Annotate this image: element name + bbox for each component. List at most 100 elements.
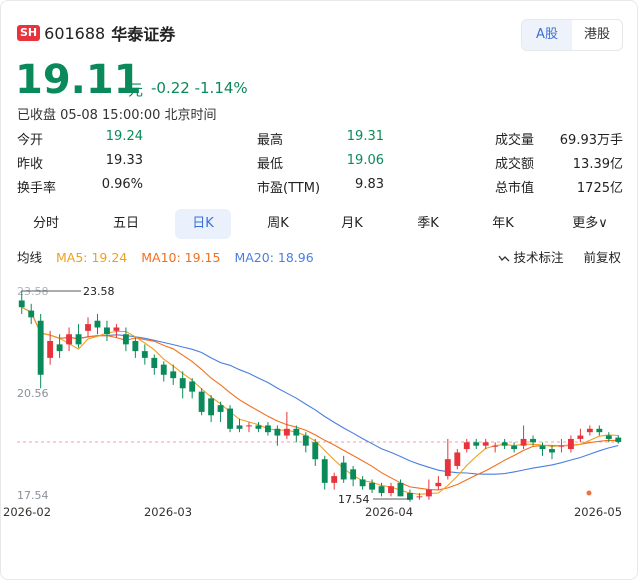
stat-label-open: 今开 [17, 133, 44, 148]
candle-body [283, 428, 290, 436]
stat-value-prev-close: 19.33 [105, 153, 143, 168]
stat-value-turnover: 13.39亿 [572, 157, 623, 172]
candle-body [264, 425, 271, 433]
kline-chart[interactable]: 23.58 20.56 17.54 23.58 17.54 2026-02 2026-03 2… [1, 263, 637, 529]
tab-hk-share[interactable]: 港股 [583, 27, 610, 42]
candle-body [331, 476, 338, 483]
y-tick-label: 23.58 [17, 285, 49, 298]
tab-five-day[interactable]: 五日 [112, 216, 139, 231]
ma5-line [21, 306, 619, 495]
period-tabs: 分时 五日 日K 周K 月K 季K 年K 更多∨ [17, 209, 623, 239]
candle-body [340, 462, 347, 480]
candle-body [302, 435, 309, 446]
candle-body [425, 489, 432, 497]
market-switch: A股 港股 [521, 19, 623, 51]
candle-body [511, 445, 518, 450]
adjust-toggle[interactable]: 前复权 [583, 250, 621, 265]
candle-body [189, 381, 196, 392]
x-tick-label: 2026-03 [144, 505, 192, 519]
candle-body [492, 445, 499, 447]
candle-body [397, 482, 404, 497]
candle-body [246, 425, 252, 427]
stat-label-low: 最低 [257, 157, 284, 172]
candle-body [454, 452, 461, 466]
candle-body [47, 340, 54, 358]
candle-body [179, 378, 186, 389]
stat-label-prev-close: 昨收 [17, 157, 44, 172]
tab-more[interactable]: 更多∨ [572, 216, 608, 231]
candle-body [141, 351, 148, 358]
candle-body [596, 428, 603, 433]
candle-body [530, 438, 536, 443]
candle-body [359, 479, 366, 487]
tab-quarterly-k[interactable]: 季K [417, 216, 439, 231]
candle-body [122, 334, 129, 345]
candle-body [558, 445, 565, 447]
candle-body [198, 391, 205, 412]
candle-body [501, 442, 508, 446]
candle-body [615, 437, 622, 442]
stat-label-volume: 成交量 [495, 133, 535, 148]
candle-body [378, 486, 385, 493]
candle-body [312, 442, 319, 460]
ma-legend-title: 均线 [17, 250, 43, 265]
ma10-value: MA10: 19.15 [141, 250, 221, 265]
stock-header: SH 601688 华泰证券 [17, 21, 175, 45]
y-tick-label: 17.54 [17, 489, 49, 502]
tab-yearly-k[interactable]: 年K [492, 216, 514, 231]
stat-label-pe-ttm: 市盈(TTM) [257, 181, 321, 196]
low-marker-label: 17.54 [338, 493, 370, 506]
candle-body [66, 334, 73, 345]
price-change: -0.22 -1.14% [151, 79, 248, 97]
candle-body [160, 364, 167, 375]
candle-body [586, 428, 593, 433]
candle-body [132, 340, 139, 352]
candle-body [274, 428, 281, 436]
candle-body [85, 324, 91, 331]
candle-body [605, 435, 612, 439]
price-unit: 元 [128, 81, 144, 99]
change-value: -0.22 [151, 79, 190, 97]
stat-value-open: 19.24 [105, 129, 143, 144]
tab-a-share[interactable]: A股 [522, 20, 572, 50]
tab-daily-k[interactable]: 日K [175, 209, 231, 239]
tab-intraday[interactable]: 分时 [32, 216, 59, 231]
candle-body [208, 398, 215, 416]
candle-body [75, 334, 82, 345]
x-tick-label: 2026-04 [365, 505, 413, 519]
candle-body [577, 435, 584, 439]
candle-body [435, 482, 442, 487]
candle-body [104, 327, 110, 335]
candle-body [217, 405, 224, 412]
indicator-toggle[interactable]: 技术标注 [498, 250, 567, 265]
indicator-label: 技术标注 [513, 250, 564, 265]
candle-body [539, 445, 546, 450]
candle-body [350, 469, 357, 480]
candle-body [94, 320, 101, 328]
candle-body [56, 344, 63, 352]
candle-body [407, 492, 413, 500]
tab-monthly-k[interactable]: 月K [341, 216, 363, 231]
y-tick-label: 20.56 [17, 387, 49, 400]
candle-body [482, 442, 489, 446]
event-dot [586, 490, 592, 496]
stat-label-market-cap: 总市值 [495, 181, 535, 196]
stat-value-market-cap: 1725亿 [576, 181, 623, 196]
exchange-badge: SH [17, 25, 41, 41]
ma5-value: MA5: 19.24 [56, 250, 128, 265]
stat-value-pe-ttm: 9.83 [355, 177, 384, 192]
high-marker-label: 23.58 [83, 285, 115, 298]
trend-icon [498, 255, 510, 262]
candle-body [28, 310, 35, 318]
ma20-line [21, 306, 619, 475]
candle-body [463, 442, 470, 450]
candle-body [113, 327, 120, 331]
candle-body [321, 459, 328, 483]
tab-weekly-k[interactable]: 周K [267, 216, 289, 231]
candle-body [444, 459, 451, 477]
candle-body [567, 438, 574, 450]
ma20-value: MA20: 18.96 [234, 250, 314, 265]
change-percent: -1.14% [194, 79, 248, 97]
candle-body [293, 428, 300, 436]
